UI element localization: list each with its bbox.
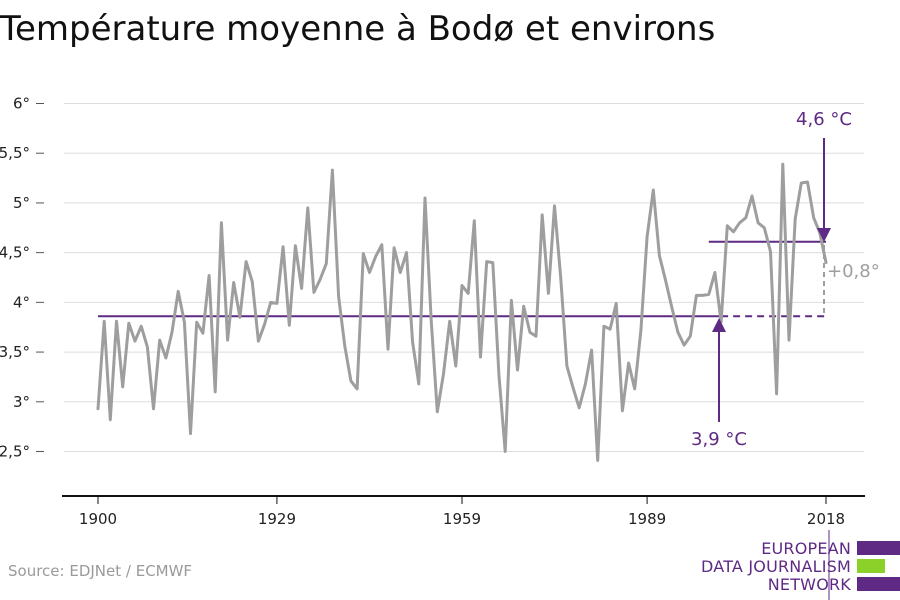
difference-label: +0,8° [827,261,880,282]
logo-bar-purple-top [857,541,900,555]
y-tick-label: 2,5° [0,443,30,461]
y-tick-label: 6° [13,95,30,113]
historic-average-label: 3,9 °C [691,429,747,450]
recent-average-arrowhead [817,228,831,242]
source-note: Source: EDJNet / ECMWF [8,562,192,580]
logo-bar-purple-bottom [857,577,900,591]
x-tick-label: 1929 [258,510,296,528]
x-tick-label: 1900 [79,510,117,528]
x-tick-label: 1989 [628,510,666,528]
annotations: 4,6 °C 3,9 °C +0,8° [691,109,880,450]
recent-average-label: 4,6 °C [796,109,852,130]
y-tick-label: 4° [13,293,30,311]
logo-line-1: EUROPEAN [761,539,851,558]
x-tick-label: 2018 [807,510,845,528]
y-tick-label: 4,5° [0,244,30,262]
y-tick-label: 5,5° [0,144,30,162]
grid-lines [64,103,864,452]
temperature-series-line [96,162,828,462]
x-axis: 1900 1929 1959 1989 2018 [62,495,865,528]
y-tick-label: 3,5° [0,343,30,361]
logo-line-2: DATA JOURNALISM [701,557,851,576]
logo-line-3: NETWORK [768,575,852,594]
y-tick-label: 3° [13,393,30,411]
chart-title: Température moyenne à Bodø et environs [0,9,715,49]
y-tick-label: 5° [13,194,30,212]
y-axis-ticks: 2,5° 3° 3,5° 4° 4,5° 5° 5,5° 6° [0,95,44,461]
edjnet-logo: EUROPEAN DATA JOURNALISM NETWORK [701,530,900,600]
x-tick-label: 1959 [443,510,481,528]
logo-bar-green [857,559,885,573]
historic-average-arrowhead [712,318,726,332]
